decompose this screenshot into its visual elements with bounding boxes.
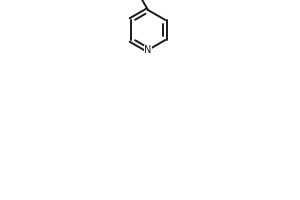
Text: N: N [144, 45, 152, 55]
